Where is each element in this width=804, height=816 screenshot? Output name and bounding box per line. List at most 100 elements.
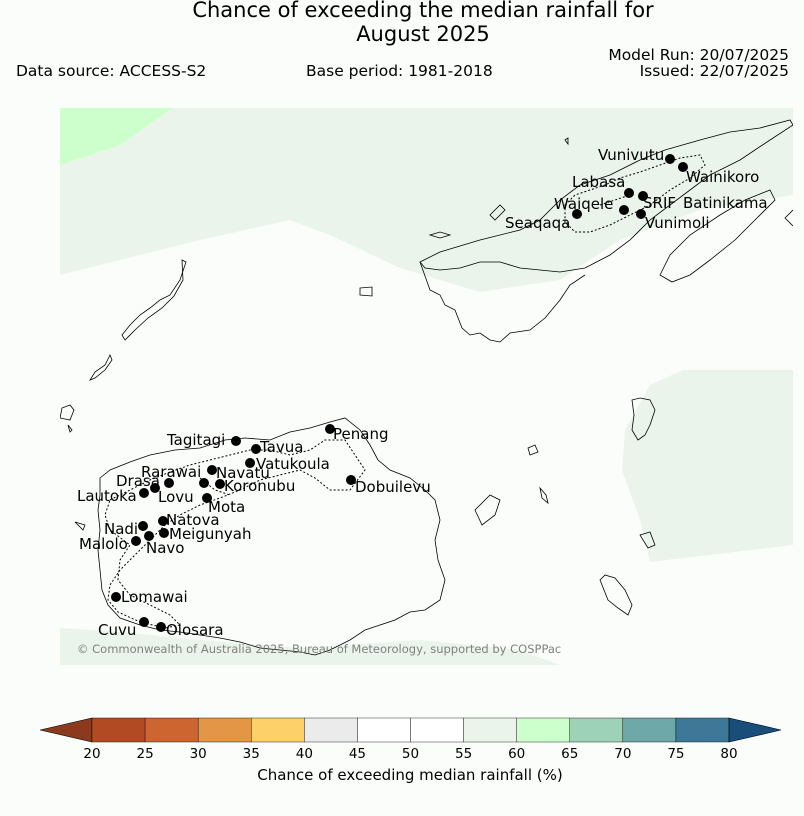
station-dot-olosara: [156, 622, 166, 632]
issued-date: Issued: 22/07/2025: [639, 62, 789, 80]
label-vunimoli: Vunimoli: [645, 214, 710, 232]
station-dot-rarawai: [207, 465, 217, 475]
colorbar-box: [304, 717, 358, 743]
station-dot-vatukoula: [245, 458, 255, 468]
station-dot-labasa: [624, 188, 634, 198]
station-dot-drasa-2: [164, 478, 174, 488]
vanua-levu-district-line: [599, 194, 631, 206]
colorbar-box: [144, 717, 199, 743]
station-dot-vunivutu: [665, 154, 675, 164]
colorbar-box: [197, 717, 252, 743]
colorbar-tick-label: 55: [455, 746, 472, 762]
copyright-note: © Commonwealth of Australia 2025, Bureau…: [77, 642, 561, 656]
probability-band-south: [60, 628, 560, 665]
label-navatu: Navatu: [216, 464, 270, 482]
malolo-islet: [74, 521, 86, 531]
colorbar-extend-high: [728, 717, 782, 743]
colorbar-box: [251, 717, 305, 743]
colorbar-tick-label: 35: [243, 746, 260, 762]
colorbar-box: [410, 717, 464, 743]
colorbar-box: [569, 717, 624, 743]
islet-1: [428, 231, 452, 239]
ovalau-coast: [474, 494, 501, 526]
station-dot-natova: [158, 516, 168, 526]
islet-5: [527, 444, 539, 456]
islet-2: [489, 204, 506, 221]
station-dot-navo: [144, 531, 154, 541]
station-dot-tavua: [251, 444, 261, 454]
colorbar-box: [357, 717, 411, 743]
title-line-1: Chance of exceeding the median rainfall …: [192, 0, 654, 22]
vanua-levu-districts: [564, 154, 706, 233]
label-srif: SRIF: [643, 194, 676, 212]
station-markers: [111, 154, 688, 632]
label-waiqele: Waiqele: [554, 195, 613, 213]
label-vunivutu: Vunivutu: [598, 146, 664, 164]
colorbar-extend-low: [39, 717, 93, 743]
taveuni-coast: [659, 189, 776, 283]
label-mota: Mota: [208, 498, 245, 516]
station-dot-lautoka: [139, 488, 149, 498]
label-nadi: Nadi: [104, 520, 138, 538]
colorbar-box: [91, 717, 146, 743]
label-rarawai: Rarawai: [141, 463, 201, 481]
label-olosara: Olosara: [166, 621, 224, 639]
colorbar-boxes: [91, 717, 730, 743]
coastlines: [60, 119, 793, 656]
probability-band-east: [622, 370, 793, 562]
viti-levu-district-line: [199, 477, 231, 496]
colorbar-label: Chance of exceeding median rainfall (%): [257, 766, 562, 784]
colorbar-tick-label: 30: [190, 746, 207, 762]
label-malolo: Malolo: [79, 535, 128, 553]
label-penang: Penang: [333, 425, 388, 443]
map-panel: Vunivutu Wainikoro Labasa Waiqele SRIF B…: [60, 108, 793, 665]
model-run: Model Run: 20/07/2025: [608, 46, 789, 64]
station-dot-tagitagi: [231, 436, 241, 446]
colorbar-tick-label: 25: [136, 746, 153, 762]
islet-3: [359, 286, 373, 297]
label-dobuilevu: Dobuilevu: [355, 478, 431, 496]
station-dot-wainikoro: [678, 162, 688, 172]
colorbar-tick-label: 70: [614, 746, 631, 762]
colorbar-box: [463, 717, 517, 743]
colorbar-tick-label: 60: [508, 746, 525, 762]
label-natova: Natova: [166, 511, 220, 529]
colorbar-tick-label: 65: [561, 746, 578, 762]
colorbar-box: [516, 717, 570, 743]
mamanuca-islet: [60, 404, 75, 421]
colorbar-tick-label: 45: [349, 746, 366, 762]
station-dot-waiqele: [619, 205, 629, 215]
east-islet: [784, 209, 793, 227]
label-drasa: Drasa: [116, 472, 160, 490]
station-dot-lomawai: [111, 592, 121, 602]
colorbar-tick-label: 40: [296, 746, 313, 762]
label-labasa: Labasa: [572, 173, 625, 191]
vanua-levu-coast: [419, 119, 793, 273]
colorbar-tick-label: 75: [667, 746, 684, 762]
colorbar-tick-label: 50: [402, 746, 419, 762]
viti-levu-coast: [97, 417, 446, 656]
station-dot-malolo: [131, 536, 141, 546]
station-dot-dobuilevu: [346, 475, 356, 485]
label-tavua: Tavua: [259, 438, 303, 456]
probability-band-northwest: [60, 108, 172, 165]
yasawa-islands: [121, 259, 187, 341]
islet-4: [564, 137, 569, 146]
label-tagitagi: Tagitagi: [166, 431, 225, 449]
colorbar-tick-label: 80: [720, 746, 737, 762]
station-dot-koronubu: [215, 479, 225, 489]
label-koronubu: Koronubu: [224, 477, 295, 495]
station-dot-vunimoli: [636, 209, 646, 219]
station-dot-nadi: [138, 521, 148, 531]
label-navo: Navo: [146, 539, 184, 557]
label-meigunyah: Meigunyah: [169, 525, 251, 543]
kadavu-coast: [599, 574, 633, 616]
yasawa-south: [89, 354, 113, 381]
station-dot-seaqaqa: [572, 209, 582, 219]
gau-coast: [639, 531, 656, 549]
islet-6: [539, 486, 549, 505]
label-vatukoula: Vatukoula: [256, 455, 330, 473]
station-dot-drasa: [150, 483, 160, 493]
station-dot-meigunyah: [159, 528, 169, 538]
